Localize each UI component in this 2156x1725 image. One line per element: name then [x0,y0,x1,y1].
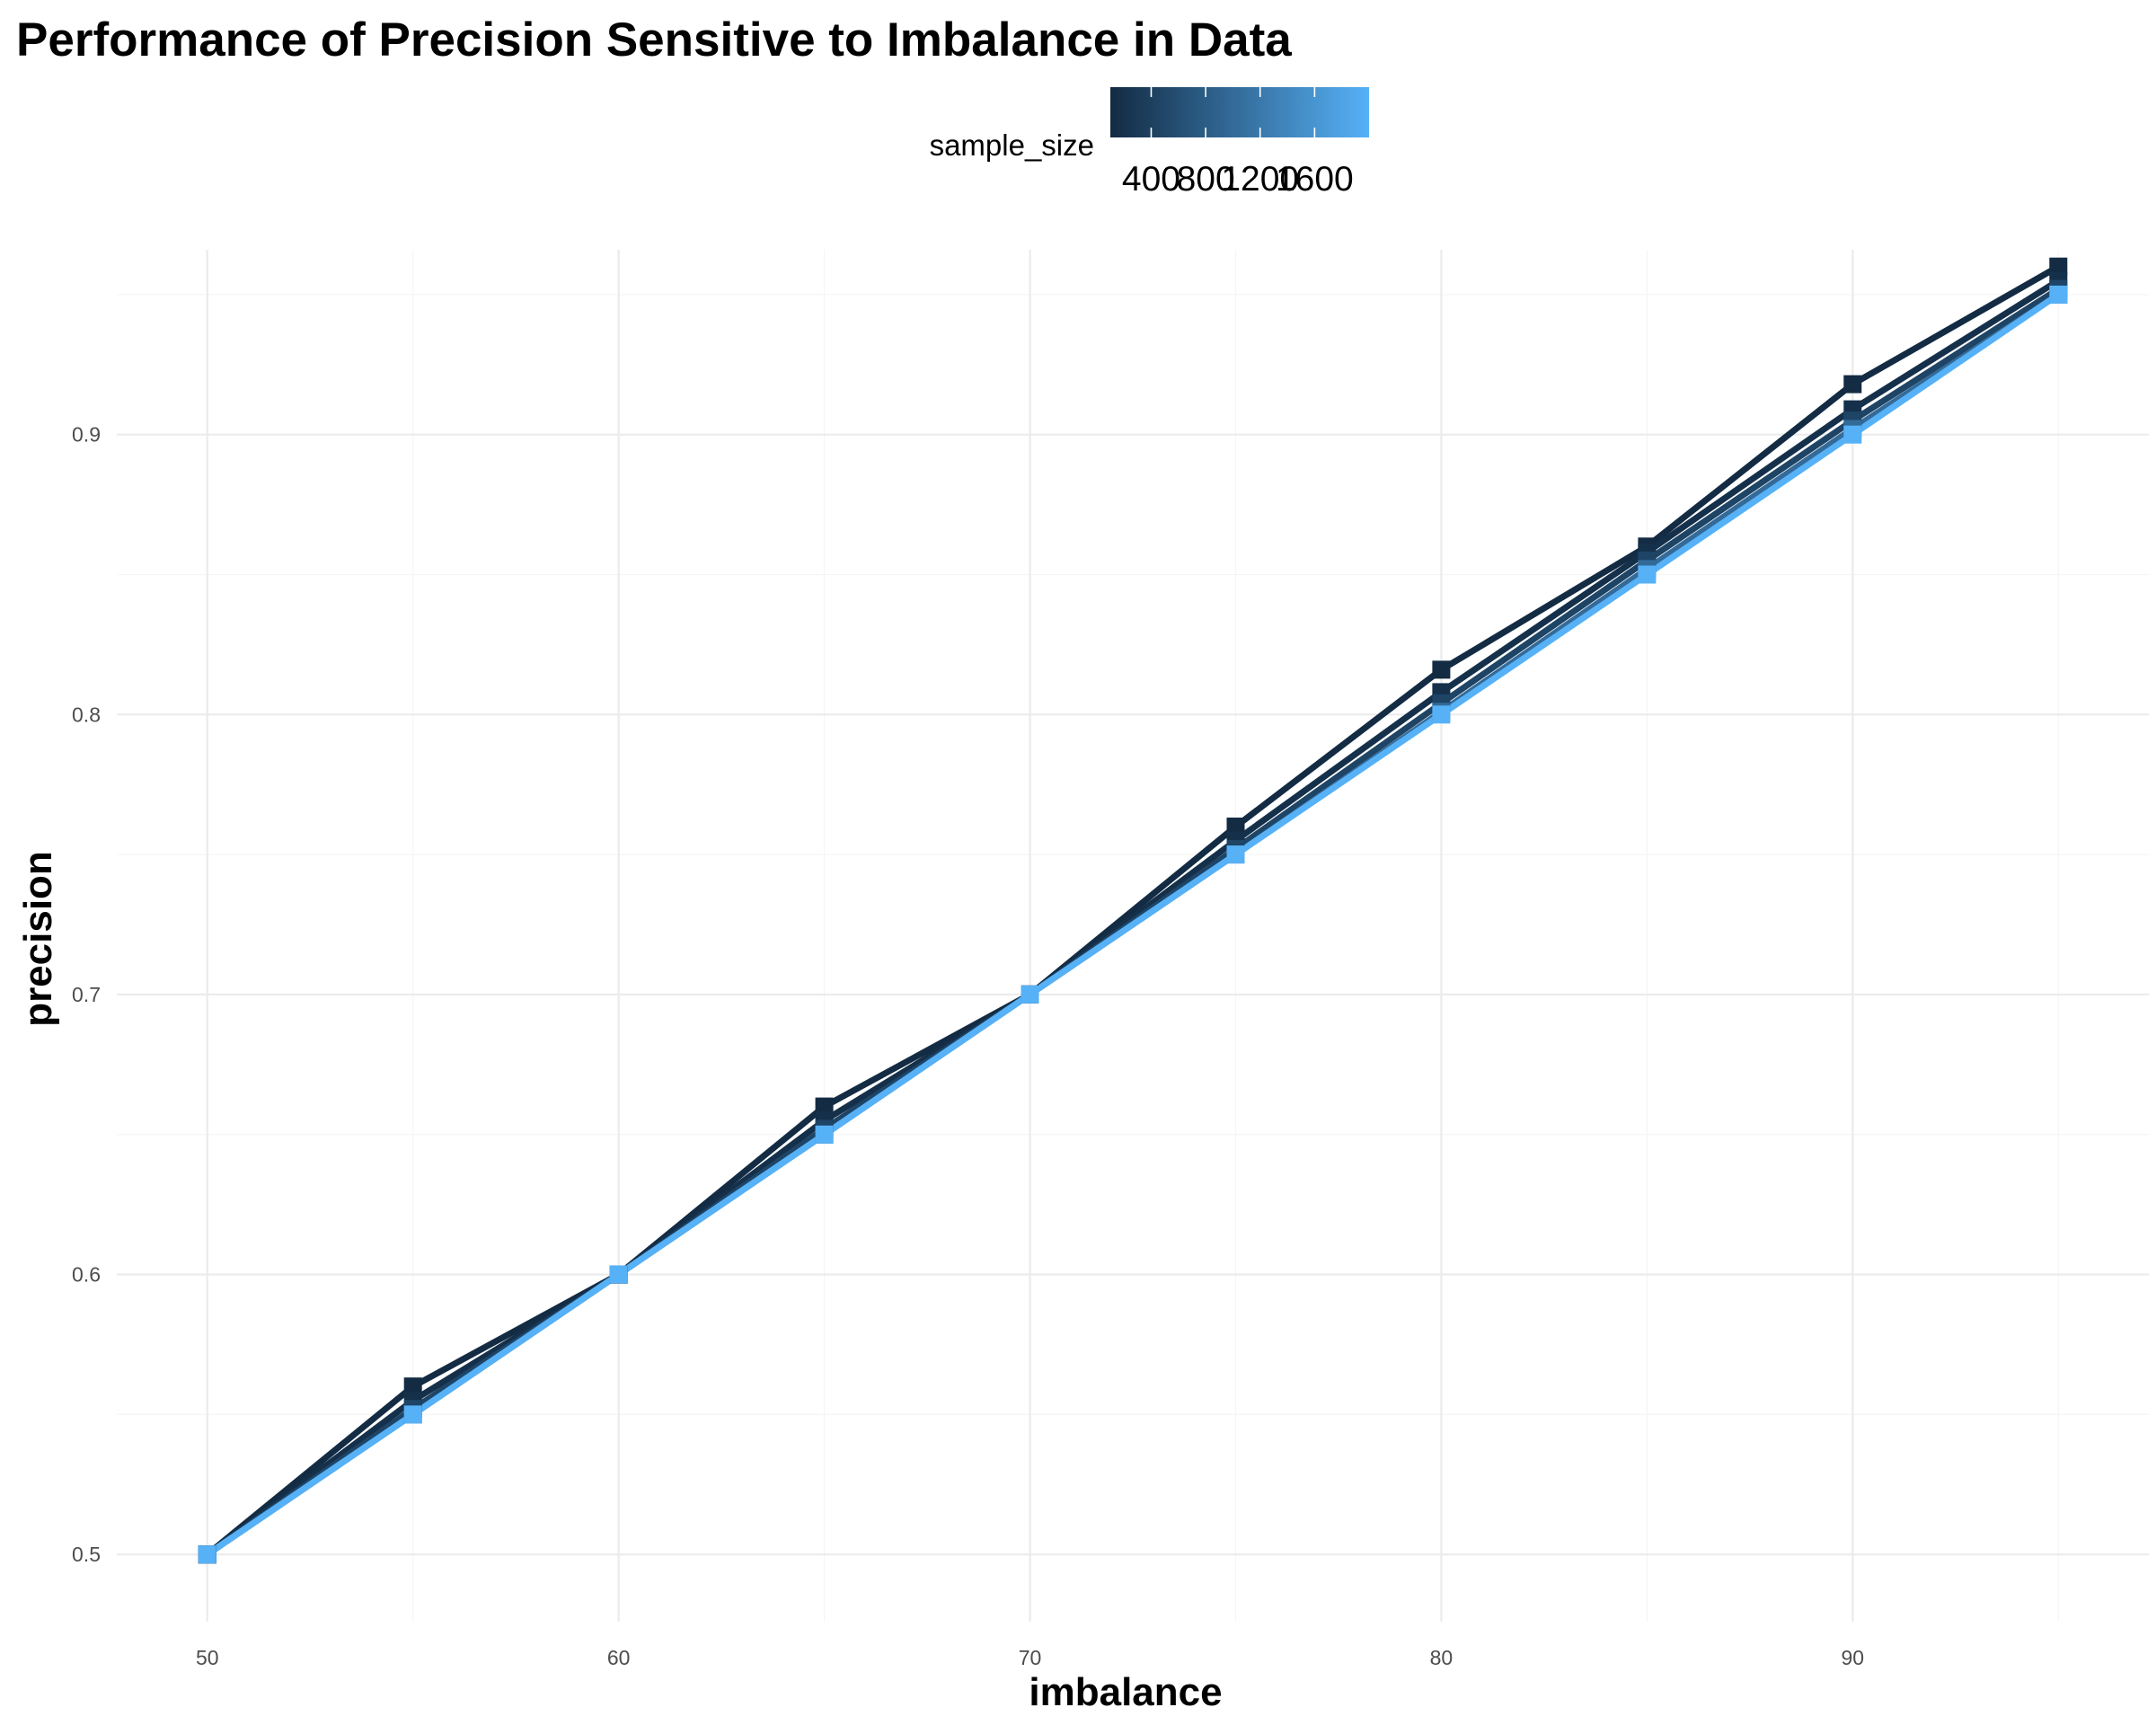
data-point [609,1265,628,1284]
legend-ticks [1150,87,1316,137]
data-point [2049,285,2068,304]
data-point [1226,845,1245,864]
data-point [198,1545,216,1564]
x-tick-labels: 50 60 70 80 90 [196,1646,1864,1669]
y-tick-labels: 0.5 0.6 0.7 0.8 0.9 [72,423,101,1567]
legend-break-label: 400 [1122,160,1180,199]
series-points [198,257,2068,1564]
data-point [1432,705,1451,724]
data-point [815,1125,834,1144]
data-point [1638,565,1657,584]
y-tick-label: 0.6 [72,1263,101,1287]
y-tick-label: 0.9 [72,423,101,447]
data-point [1843,375,1862,394]
legend-break-label: 1600 [1276,160,1354,199]
data-point [403,1377,422,1396]
data-point [1432,660,1451,679]
series-line-100 [205,263,2061,1557]
legend-colorbar [1110,87,1369,137]
chart-title: Performance of Precision Sensitive to Im… [16,13,1292,66]
legend-break-label: 1200 [1221,160,1299,199]
series-lines [205,263,2061,1558]
legend-title: sample_size [930,128,1094,162]
series-line-200 [205,278,2061,1558]
data-point [1021,985,1039,1004]
plot-grid [117,250,2149,1622]
y-tick-label: 0.5 [72,1543,101,1566]
data-point [2049,257,2068,276]
x-tick-label: 90 [1842,1646,1865,1669]
y-tick-label: 0.7 [72,983,101,1006]
x-tick-label: 50 [196,1646,219,1669]
y-axis-title: precision [16,851,60,1027]
data-point [1843,425,1862,444]
legend-break-label: 800 [1177,160,1235,199]
x-axis-title: imbalance [1029,1670,1222,1714]
data-point [403,1405,422,1424]
series-line-2000 [205,292,2061,1558]
x-tick-label: 80 [1430,1646,1454,1669]
x-tick-label: 70 [1019,1646,1042,1669]
y-tick-label: 0.8 [72,703,101,726]
data-point [1226,818,1245,836]
data-point [815,1097,834,1116]
x-tick-label: 60 [607,1646,631,1669]
